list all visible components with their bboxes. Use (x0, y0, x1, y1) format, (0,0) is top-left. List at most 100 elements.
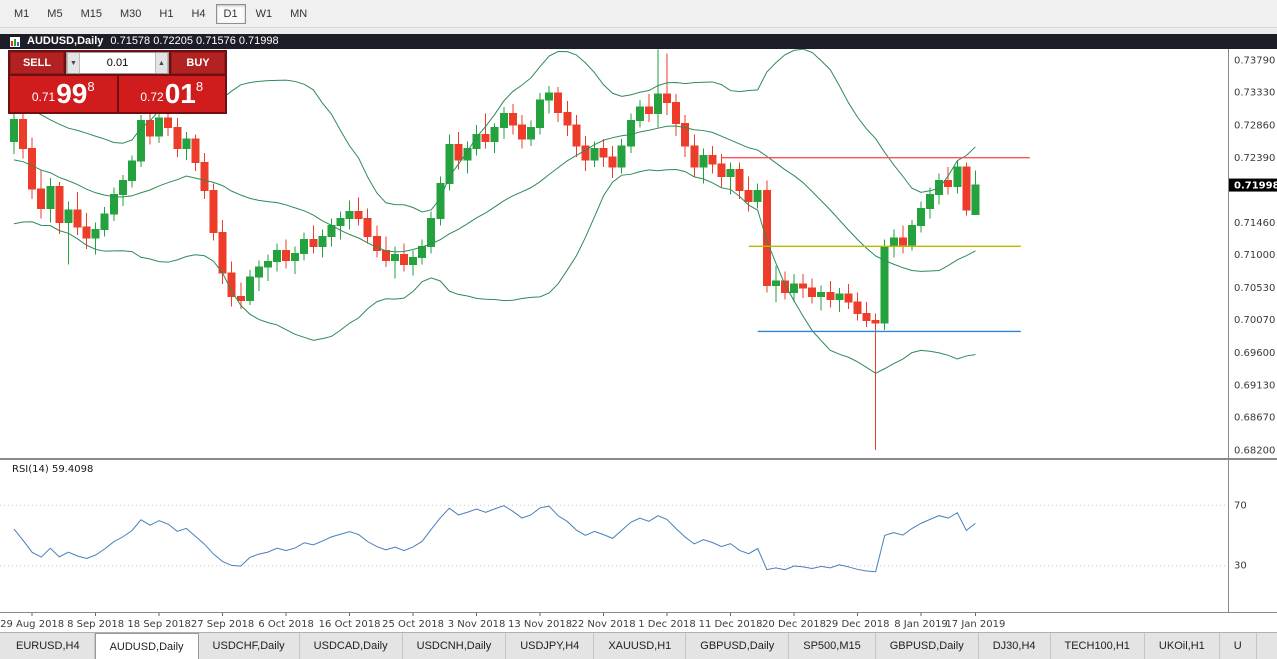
candle (127, 160, 136, 182)
candle (309, 238, 318, 247)
candle (962, 166, 971, 211)
candle (191, 138, 200, 164)
chart-tab-usdjpy-h4[interactable]: USDJPY,H4 (506, 633, 595, 659)
candle (735, 169, 744, 191)
candle (336, 217, 345, 226)
chart-tab-usdcnh-daily[interactable]: USDCNH,Daily (403, 633, 507, 659)
candle (100, 213, 109, 231)
chart-tab-tech100-h1[interactable]: TECH100,H1 (1051, 633, 1145, 659)
buy-price-display[interactable]: 0.72 01 8 (118, 76, 225, 112)
candle (463, 148, 472, 161)
candle (953, 166, 962, 187)
candle (445, 143, 454, 185)
candle (799, 283, 808, 289)
candle (19, 118, 28, 150)
timeframe-button-w1[interactable]: W1 (248, 4, 281, 24)
candle (572, 124, 581, 147)
candle (699, 155, 708, 168)
candle (944, 180, 953, 187)
price-scale-label: 0.68670 (1234, 413, 1275, 424)
volume-increase-icon[interactable]: ▲ (155, 53, 168, 73)
current-price-tag (1229, 178, 1277, 192)
candle (400, 254, 409, 265)
candle (82, 226, 91, 239)
chart-tab-audusd-daily[interactable]: AUDUSD,Daily (94, 633, 199, 659)
date-label: 20 Dec 2018 (762, 619, 826, 630)
price-scale-label: 0.70070 (1234, 315, 1275, 326)
chart-window-icon (10, 36, 20, 47)
candle (753, 189, 762, 203)
candle (708, 155, 717, 165)
date-label: 18 Sep 2018 (127, 619, 190, 630)
date-label: 29 Dec 2018 (826, 619, 890, 630)
candle (790, 283, 799, 293)
price-chart: 70 30 RSI(14) 59.4098 29 Aug 2018 8 Sep 2018… (0, 49, 1277, 632)
timeframe-button-m5[interactable]: M5 (39, 4, 70, 24)
candle (563, 111, 572, 126)
chart-tab-usdchf-daily[interactable]: USDCHF,Daily (199, 633, 300, 659)
candle (889, 237, 898, 247)
price-scale-label: 0.71460 (1234, 218, 1275, 229)
candle (55, 185, 64, 224)
date-label: 1 Dec 2018 (638, 619, 696, 630)
candle (681, 123, 690, 147)
rsi-indicator-label: RSI(14) 59.4098 (12, 464, 93, 475)
rsi-scale-label: 70 (1234, 500, 1247, 511)
candle (626, 120, 635, 147)
candle (64, 209, 73, 224)
timeframe-button-h1[interactable]: H1 (151, 4, 181, 24)
candle (436, 183, 445, 219)
candle (345, 210, 354, 219)
timeframe-button-d1[interactable]: D1 (215, 3, 246, 24)
chart-background (0, 49, 1277, 632)
chart-tab-u[interactable]: U (1220, 633, 1257, 659)
chart-ohlc-values: 0.71578 0.72205 0.71576 0.71998 (110, 35, 279, 47)
candle (599, 148, 608, 158)
candle (554, 92, 563, 113)
sell-price-display[interactable]: 0.71 99 8 (10, 76, 117, 112)
sell-button[interactable]: SELL (10, 52, 64, 74)
chart-tab-xauusd-h1[interactable]: XAUUSD,H1 (594, 633, 687, 659)
candle (499, 113, 508, 129)
timeframe-button-m1[interactable]: M1 (6, 4, 37, 24)
timeframe-button-m15[interactable]: M15 (73, 4, 110, 24)
chart-window: AUDUSD,Daily 0.71578 0.72205 0.71576 0.7… (0, 34, 1277, 632)
candle (898, 237, 907, 246)
candle (653, 93, 662, 115)
candle (427, 217, 436, 247)
chart-tab-ukoil-h1[interactable]: UKOil,H1 (1145, 633, 1220, 659)
volume-decrease-icon[interactable]: ▼ (67, 53, 80, 73)
candle (481, 134, 490, 143)
candle (28, 148, 37, 190)
candle (273, 249, 282, 263)
date-label: 22 Nov 2018 (572, 619, 636, 630)
timeframe-button-m30[interactable]: M30 (112, 4, 149, 24)
timeframe-button-h4[interactable]: H4 (183, 4, 213, 24)
bollinger-lower-band (13, 169, 976, 374)
date-label: 27 Sep 2018 (191, 619, 254, 630)
chart-tab-gbpusd-daily[interactable]: GBPUSD,Daily (686, 633, 790, 659)
buy-price-pipette: 8 (195, 79, 204, 94)
candle (227, 272, 236, 298)
buy-button[interactable]: BUY (171, 52, 225, 74)
candle (780, 280, 789, 293)
timeframe-button-mn[interactable]: MN (282, 4, 315, 24)
candle (690, 145, 699, 168)
chart-area: 70 30 RSI(14) 59.4098 29 Aug 2018 8 Sep 2018… (0, 49, 1277, 632)
chart-tab-gbpusd-daily[interactable]: GBPUSD,Daily (876, 633, 979, 659)
candle (926, 194, 935, 210)
chart-tab-sp500-m15[interactable]: SP500,M15 (789, 633, 876, 659)
buy-price-big-digits: 01 (164, 78, 196, 109)
chart-tab-eurusd-h4[interactable]: EURUSD,H4 (2, 633, 95, 659)
chart-tab-dj30-h4[interactable]: DJ30,H4 (979, 633, 1051, 659)
chart-tab-usdcad-daily[interactable]: USDCAD,Daily (300, 633, 403, 659)
volume-input[interactable]: 0.01 (106, 57, 129, 69)
candle (363, 217, 372, 238)
candle (173, 127, 182, 150)
candle (726, 169, 735, 178)
candlestick-series (10, 49, 980, 451)
candle (390, 254, 399, 261)
candle (853, 301, 862, 314)
price-scale-label: 0.73790 (1234, 56, 1275, 67)
candle (835, 293, 844, 300)
